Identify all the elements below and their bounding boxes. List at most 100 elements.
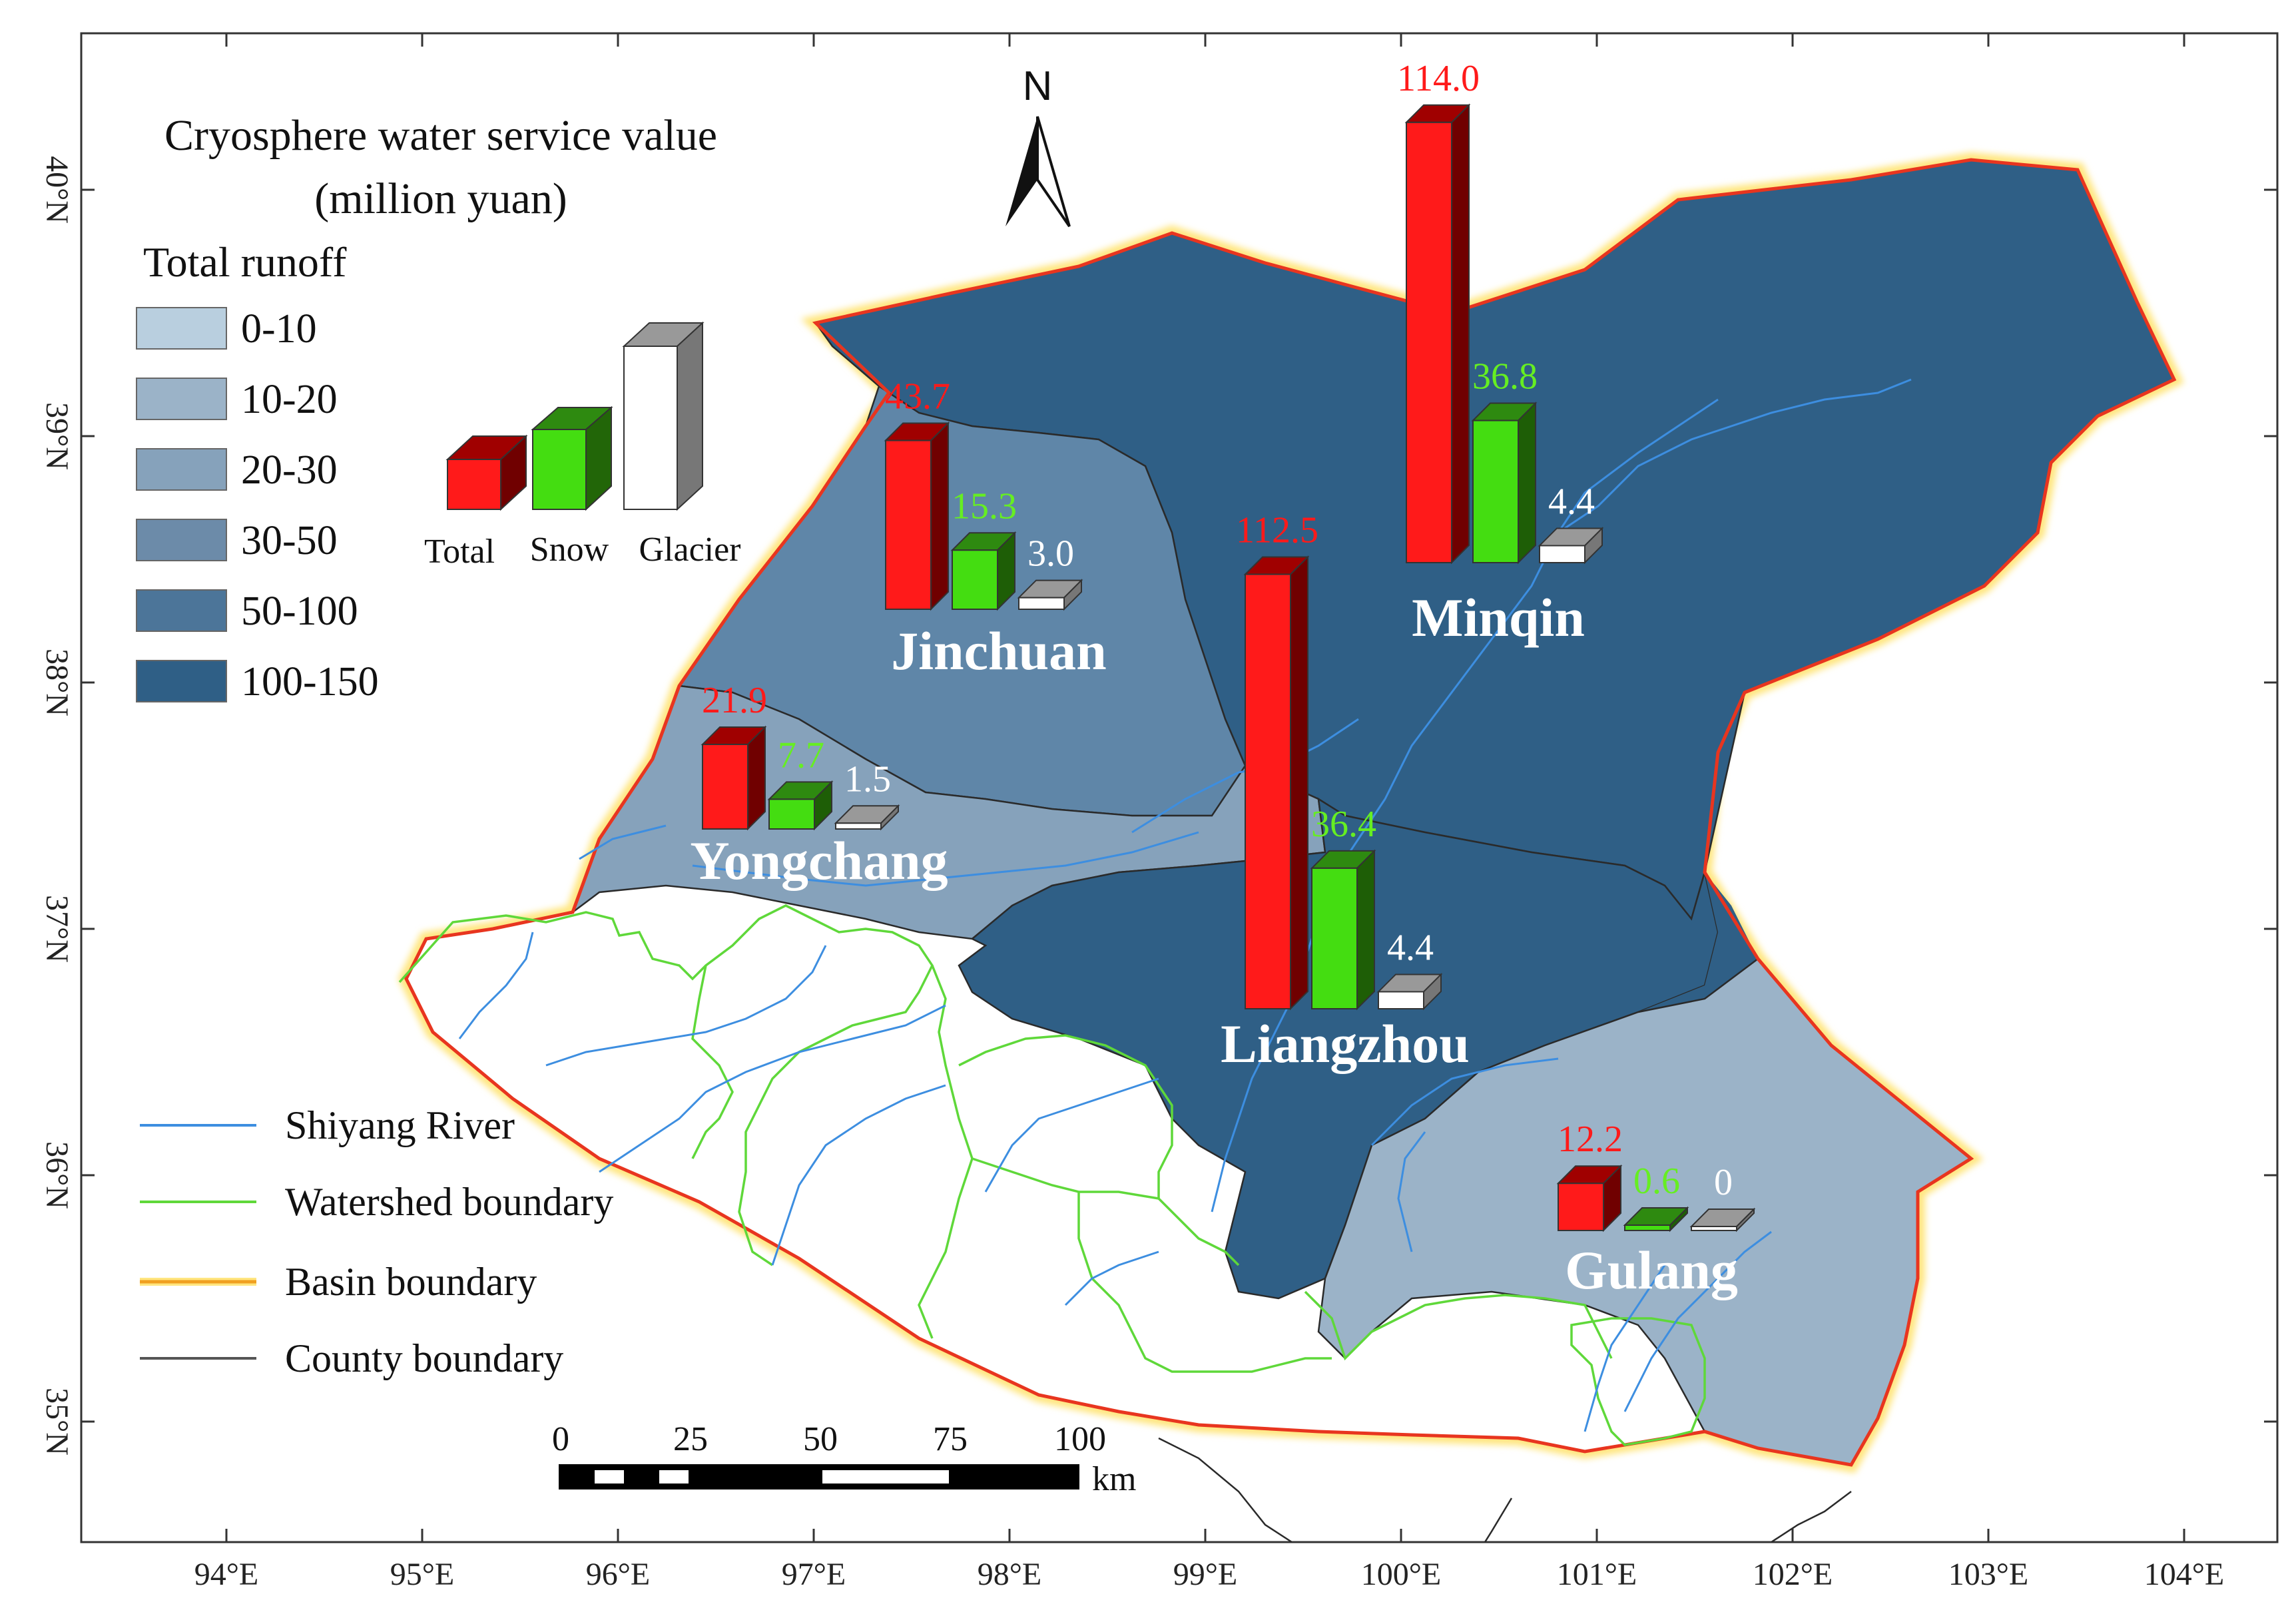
watershed-boundary-line — [398, 904, 934, 1266]
county-bar-total — [884, 421, 950, 611]
x-tick-label: 94°E — [194, 1557, 259, 1592]
scale-bar-segment — [595, 1470, 624, 1484]
legend-class-label: 100-150 — [241, 659, 379, 704]
county-name-label: Gulang — [1565, 1240, 1738, 1300]
scale-bar: 0 25 50 75 100 km — [552, 1420, 1136, 1498]
outer-county-lines — [1158, 1437, 1852, 1543]
bar-side — [1290, 555, 1308, 1011]
x-tick-label: 98°E — [978, 1557, 1042, 1592]
river-line — [1370, 1057, 1559, 1147]
watershed-boundary-line — [1077, 1192, 1332, 1373]
bar-front — [1018, 597, 1065, 610]
county-bar-total — [1243, 555, 1310, 1011]
river-line — [458, 932, 534, 1039]
x-tick-label: 103°E — [1948, 1557, 2029, 1592]
scale-bar-outline — [559, 1464, 1079, 1489]
x-tick-label: 95°E — [390, 1557, 455, 1592]
county-value-total: 112.5 — [1236, 510, 1318, 551]
legend-bar-snow — [531, 405, 613, 511]
bar-front — [1472, 419, 1519, 563]
legend: Cryosphere water service value (million … — [136, 111, 741, 1380]
bar-side — [930, 421, 949, 611]
legend-class-swatch — [136, 378, 227, 420]
watershed-boundary-line — [972, 1157, 1159, 1200]
county-name-label: Liangzhou — [1221, 1013, 1470, 1074]
county-value-snow: 15.3 — [952, 485, 1017, 527]
bar-front — [1539, 545, 1585, 563]
scale-bar-segment — [822, 1470, 949, 1484]
county-bar-snow — [1471, 402, 1538, 565]
county-value-glacier: 1.5 — [844, 758, 891, 800]
county-group-yongchang: 21.9 7.7 1.5 Yongchang — [690, 680, 948, 891]
county-bar-glacier — [1376, 973, 1443, 1011]
x-tick-label: 97°E — [782, 1557, 846, 1592]
legend-bar-total-label: Total — [424, 533, 495, 571]
county-bar-snow — [950, 531, 1017, 611]
x-tick-label: 100°E — [1361, 1557, 1442, 1592]
county-value-snow: 7.7 — [778, 734, 824, 776]
river-line — [1623, 1230, 1772, 1412]
bar-front — [952, 549, 998, 611]
legend-class-label: 0-10 — [241, 306, 317, 352]
county-value-glacier: 4.4 — [1548, 481, 1595, 522]
x-tick-label: 96°E — [586, 1557, 651, 1592]
legend-bar-key: Total Snow Glacier — [424, 321, 741, 571]
legend-bar-total — [445, 434, 528, 511]
river-line — [1397, 1131, 1426, 1252]
legend-bar-glacier — [622, 321, 705, 511]
river-line — [545, 945, 827, 1067]
map-frame — [80, 32, 2279, 1543]
bar-front — [1624, 1224, 1671, 1231]
watershed-boundaries — [398, 904, 1706, 1446]
bar-side — [1518, 402, 1536, 565]
legend-line-list: Shiyang River Watershed boundary Basin bou… — [140, 1103, 613, 1380]
y-tick-label: 38°N — [39, 649, 75, 716]
county-value-total: 21.9 — [702, 680, 767, 721]
legend-bar-glacier-label: Glacier — [639, 531, 740, 569]
y-tick-label: 40°N — [39, 156, 75, 224]
bar-side — [1451, 103, 1470, 565]
watershed-boundary-line — [1570, 1317, 1706, 1446]
bar-front — [768, 798, 815, 830]
watershed-boundary-line — [958, 1034, 1240, 1266]
legend-class-list: 0-10 10-20 20-30 30-50 50-100 100-150 — [136, 306, 379, 704]
watershed-boundary-line — [691, 965, 734, 1159]
legend-title-line1: Cryosphere water service value — [164, 111, 717, 160]
legend-line-label: Basin boundary — [285, 1260, 537, 1304]
county-value-total: 12.2 — [1558, 1119, 1623, 1160]
scale-bar-label: 75 — [933, 1420, 968, 1458]
river-line — [1558, 378, 1912, 534]
county-value-snow: 0.6 — [1633, 1161, 1680, 1202]
y-tick-label: 35°N — [39, 1388, 75, 1456]
legend-line-label: County boundary — [285, 1336, 563, 1380]
scale-bar-label: 0 — [552, 1420, 569, 1458]
county-value-glacier: 4.4 — [1387, 927, 1434, 968]
legend-class-swatch — [136, 519, 227, 561]
county-bar-glacier — [1538, 527, 1604, 565]
x-axis-ticks: 94°E 95°E 96°E 97°E 98°E 99°E 100°E 101°E 102°E 1… — [194, 33, 2225, 1592]
river-line — [1583, 1264, 1666, 1432]
county-boundary-line — [1158, 1437, 1292, 1543]
county-name-label: Minqin — [1412, 587, 1585, 648]
y-tick-label: 39°N — [39, 402, 75, 470]
bar-side — [747, 725, 766, 831]
county-value-groups: 114.036.84.4Minqin43.715.33.0Jinchuan21.… — [690, 58, 1756, 1300]
river-line — [1064, 1250, 1159, 1306]
legend-subtitle: Total runoff — [143, 238, 347, 286]
x-tick-label: 104°E — [2144, 1557, 2225, 1592]
north-arrow-label: N — [1023, 63, 1053, 109]
legend-class-swatch — [136, 589, 227, 632]
north-arrow-icon — [1036, 116, 1071, 228]
legend-line-label: Watershed boundary — [285, 1180, 613, 1224]
x-tick-label: 101°E — [1557, 1557, 1637, 1592]
county-group-gulang: 12.20.6 0 Gulang — [1556, 1119, 1756, 1300]
county-boundary-line — [1484, 1497, 1513, 1543]
river-line — [599, 1004, 946, 1173]
bar-front — [1245, 573, 1291, 1009]
bar-front — [1378, 991, 1424, 1009]
legend-class-label: 10-20 — [241, 377, 338, 422]
bar-front — [885, 439, 932, 610]
legend-line-label: Shiyang River — [285, 1103, 515, 1147]
county-value-glacier: 0 — [1714, 1162, 1733, 1203]
